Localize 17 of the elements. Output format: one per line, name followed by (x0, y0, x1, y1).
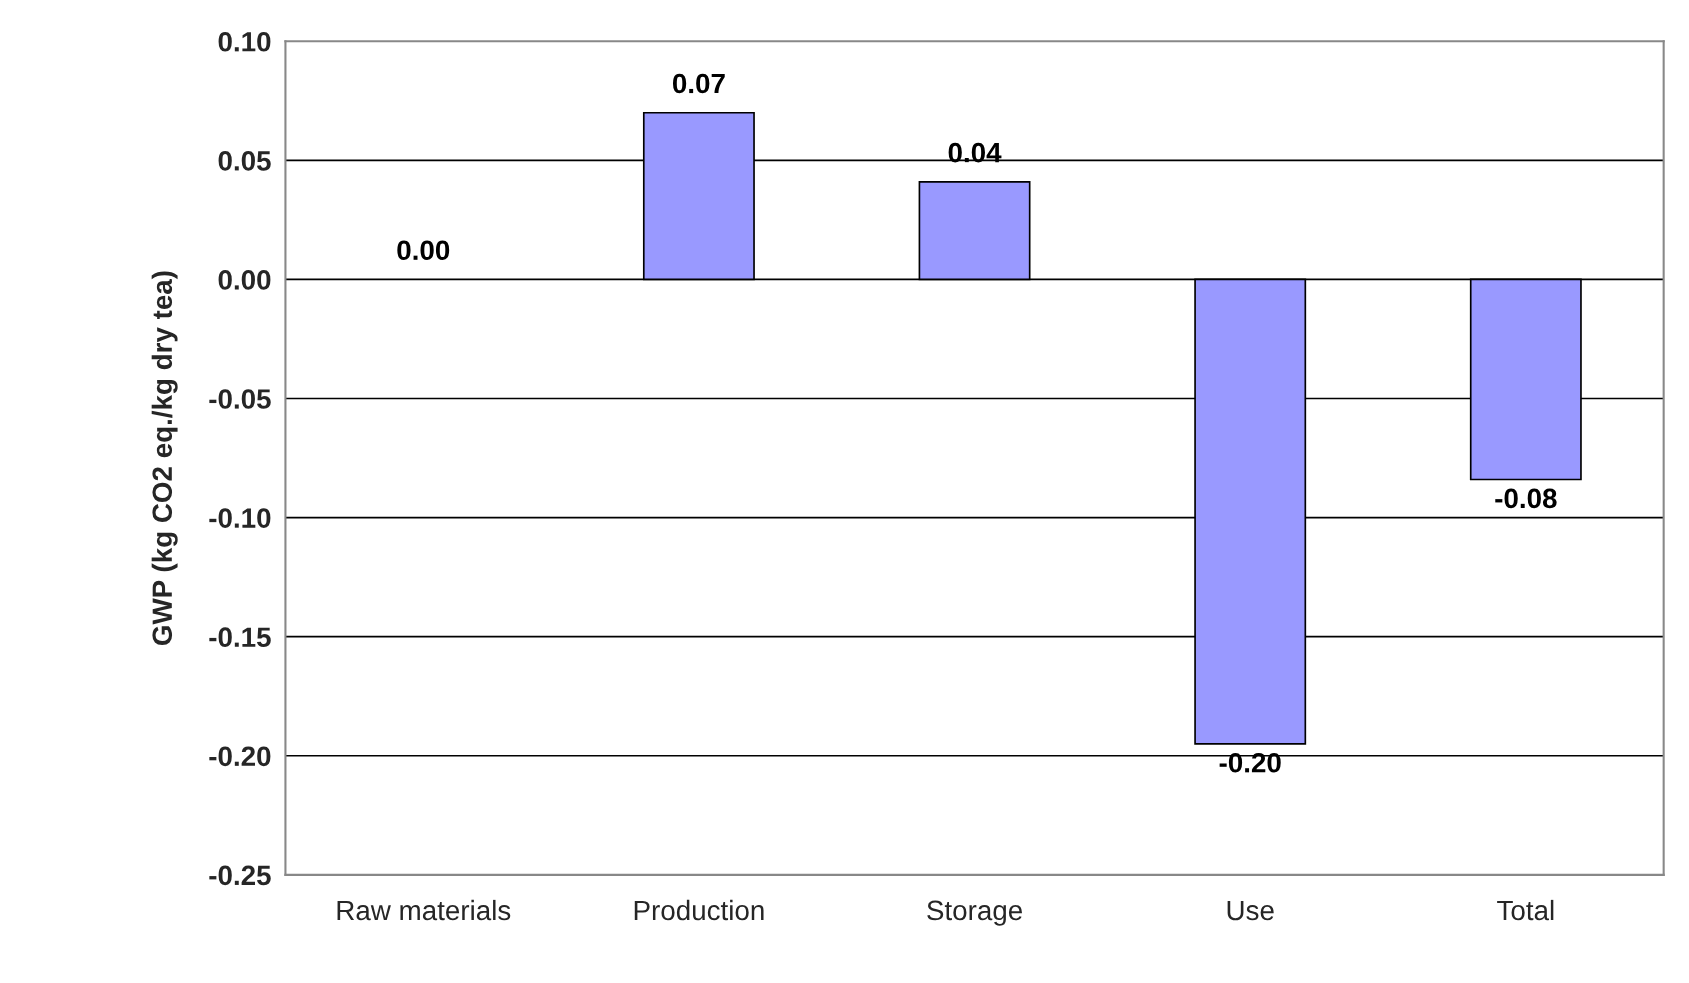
x-tick-label: Total (1497, 899, 1554, 921)
y-tick-label: 0.05 (218, 151, 271, 171)
data-label: 0.07 (672, 73, 725, 94)
y-tick-label: -0.05 (209, 389, 271, 409)
x-tick-label: Raw materials (337, 899, 511, 921)
y-tick-label: -0.10 (209, 508, 271, 528)
y-axis-title: GWP (kg CO2 eq./kg dry tea) (151, 271, 178, 645)
y-tick-label: -0.25 (209, 865, 271, 886)
y-tick-label: -0.20 (209, 746, 271, 767)
data-label: -0.08 (1495, 488, 1557, 509)
y-tick-label: -0.15 (209, 627, 271, 648)
y-tick-label: 0.00 (218, 270, 271, 290)
x-tick-label: Production (634, 899, 764, 921)
y-tick-label: 0.10 (218, 31, 271, 52)
x-tick-label: Use (1227, 900, 1274, 921)
data-label: 0.00 (397, 240, 450, 261)
x-tick-label: Storage (927, 900, 1022, 926)
